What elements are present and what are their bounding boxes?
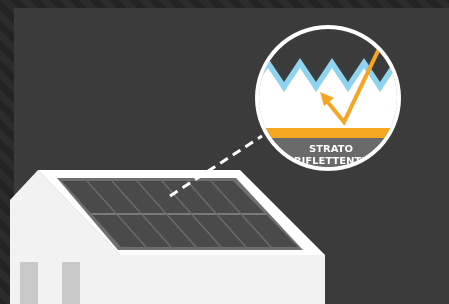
page: {"callout": {"lines": ["STRATO", "RIFLET… [0, 0, 449, 304]
illustration: STRATO RIFLETTENTE [0, 0, 449, 304]
callout-line: STRATO [309, 144, 353, 155]
